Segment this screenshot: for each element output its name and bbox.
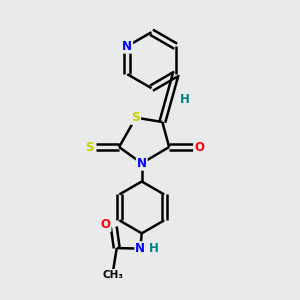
Text: CH₃: CH₃ [103, 269, 124, 280]
Text: O: O [194, 141, 204, 154]
Text: O: O [100, 218, 110, 231]
Text: S: S [132, 111, 140, 124]
Text: N: N [122, 40, 132, 53]
Text: N: N [135, 242, 145, 255]
Text: N: N [137, 157, 147, 170]
Text: H: H [148, 242, 158, 254]
Text: H: H [180, 93, 190, 106]
Text: S: S [85, 141, 93, 154]
